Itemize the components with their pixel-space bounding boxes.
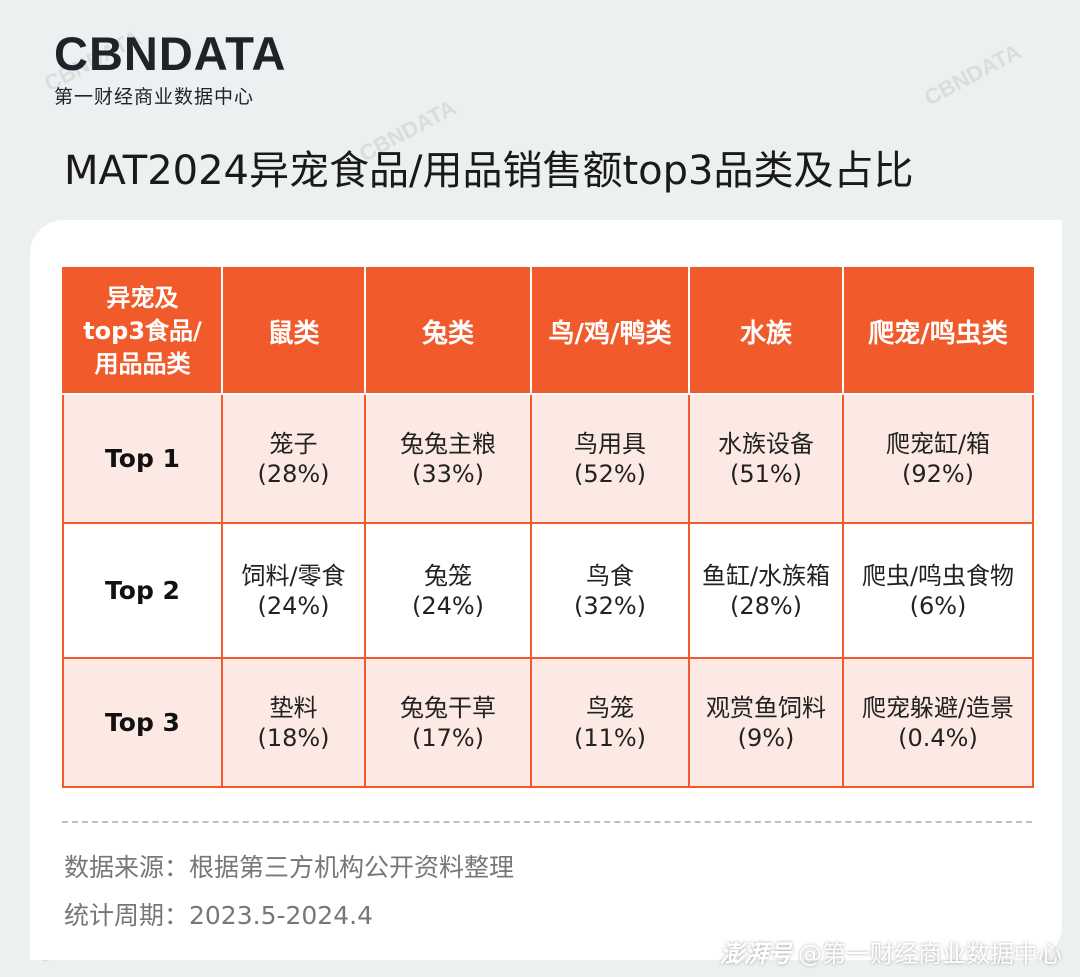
table-cell: 兔兔干草 (17%): [364, 657, 532, 788]
page-title: MAT2024异宠食品/用品销售额top3品类及占比: [64, 148, 914, 194]
column-header-rodents: 鼠类: [221, 267, 366, 395]
statistics-period-note: 统计周期：2023.5-2024.4: [64, 901, 373, 930]
category-share: (18%): [257, 723, 330, 752]
logo-wordmark: CBNDATA: [54, 27, 287, 80]
corner-header-line: 用品品类: [94, 349, 191, 378]
table-cell: 饲料/零食 (24%): [221, 522, 366, 659]
category-name: 兔兔干草: [400, 693, 496, 722]
category-share: (33%): [411, 459, 485, 488]
category-share: (9%): [737, 723, 795, 752]
table-cell: 爬宠缸/箱 (92%): [842, 393, 1034, 524]
category-share: (92%): [901, 459, 975, 488]
category-share: (51%): [729, 459, 803, 488]
corner-header-line: top3食品/: [83, 316, 202, 345]
column-header-birds: 鸟/鸡/鸭类: [530, 267, 690, 395]
corner-header-line: 异宠及: [106, 283, 179, 312]
table-cell: 鱼缸/水族箱 (28%): [688, 522, 844, 659]
row-label: Top 2: [62, 522, 223, 659]
table-row: Top 3 垫料 (18%) 兔兔干草 (17%) 鸟笼 (11%) 观赏鱼饲料 (9%…: [62, 657, 1034, 788]
logo-subtitle: 第一财经商业数据中心: [54, 86, 255, 108]
category-name: 爬宠躲避/造景: [861, 693, 1015, 722]
category-share: (6%): [909, 591, 967, 620]
category-share: (28%): [729, 591, 803, 620]
publisher-name: @第一财经商业数据中心: [798, 940, 1062, 968]
row-label: Top 1: [62, 393, 223, 524]
watermark: CBNDATA: [920, 38, 1025, 111]
brand-logo: CBNDATA 第一财经商业数据中心: [54, 28, 286, 109]
category-share: (0.4%): [898, 723, 978, 752]
category-table: 异宠及 top3食品/ 用品品类 鼠类 兔类 鸟/鸡/鸭类 水族 爬宠/鸣虫类 …: [62, 267, 1034, 788]
column-header-rabbits: 兔类: [364, 267, 532, 395]
corner-header: 异宠及 top3食品/ 用品品类: [62, 267, 223, 395]
category-share: (28%): [257, 459, 330, 488]
category-name: 鱼缸/水族箱: [701, 561, 831, 590]
table-cell: 兔兔主粮 (33%): [364, 393, 532, 524]
table-cell: 笼子 (28%): [221, 393, 366, 524]
category-name: 鸟笼: [586, 693, 634, 722]
category-share: (17%): [411, 723, 485, 752]
category-share: (24%): [257, 591, 330, 620]
category-name: 鸟用具: [574, 429, 646, 458]
table-row: Top 2 饲料/零食 (24%) 兔笼 (24%) 鸟食 (32%) 鱼缸/水族箱(…: [62, 522, 1034, 659]
table-cell: 水族设备 (51%): [688, 393, 844, 524]
table-cell: 垫料 (18%): [221, 657, 366, 788]
category-share: (24%): [411, 591, 485, 620]
category-share: (32%): [573, 591, 647, 620]
table-cell: 爬虫/鸣虫食物 (6%): [842, 522, 1034, 659]
category-name: 观赏鱼饲料: [706, 693, 826, 722]
table-cell: 鸟笼 (11%): [530, 657, 690, 788]
table-cell: 爬宠躲避/造景 (0.4%): [842, 657, 1034, 788]
category-name: 爬宠缸/箱: [885, 429, 991, 458]
column-header-reptiles-insects: 爬宠/鸣虫类: [842, 267, 1034, 395]
table-header-row: 异宠及 top3食品/ 用品品类 鼠类 兔类 鸟/鸡/鸭类 水族 爬宠/鸣虫类: [62, 267, 1034, 395]
table-cell: 鸟用具 (52%): [530, 393, 690, 524]
data-source-note: 数据来源：根据第三方机构公开资料整理: [64, 853, 515, 882]
category-name: 垫料: [269, 693, 318, 722]
category-name: 爬虫/鸣虫食物: [861, 561, 1015, 590]
category-share: (11%): [573, 723, 647, 752]
column-header-aquatic: 水族: [688, 267, 844, 395]
category-name: 兔兔主粮: [400, 429, 496, 458]
category-share: (52%): [573, 459, 647, 488]
table-row: Top 1 笼子 (28%) 兔兔主粮 (33%) 鸟用具 (52%) 水族设备 (51…: [62, 393, 1034, 524]
dashed-divider: [62, 821, 1032, 823]
table-cell: 兔笼 (24%): [364, 522, 532, 659]
category-name: 饲料/零食: [241, 561, 346, 590]
table-cell: 观赏鱼饲料 (9%): [688, 657, 844, 788]
table-cell: 鸟食 (32%): [530, 522, 690, 659]
row-label: Top 3: [62, 657, 223, 788]
category-name: 兔笼: [424, 561, 472, 590]
category-name: 鸟食: [586, 561, 634, 590]
publisher-credit: 澎湃号 @第一财经商业数据中心: [720, 934, 1062, 969]
category-name: 笼子: [269, 429, 318, 458]
category-name: 水族设备: [718, 429, 814, 458]
platform-badge: 澎湃号: [720, 940, 792, 968]
